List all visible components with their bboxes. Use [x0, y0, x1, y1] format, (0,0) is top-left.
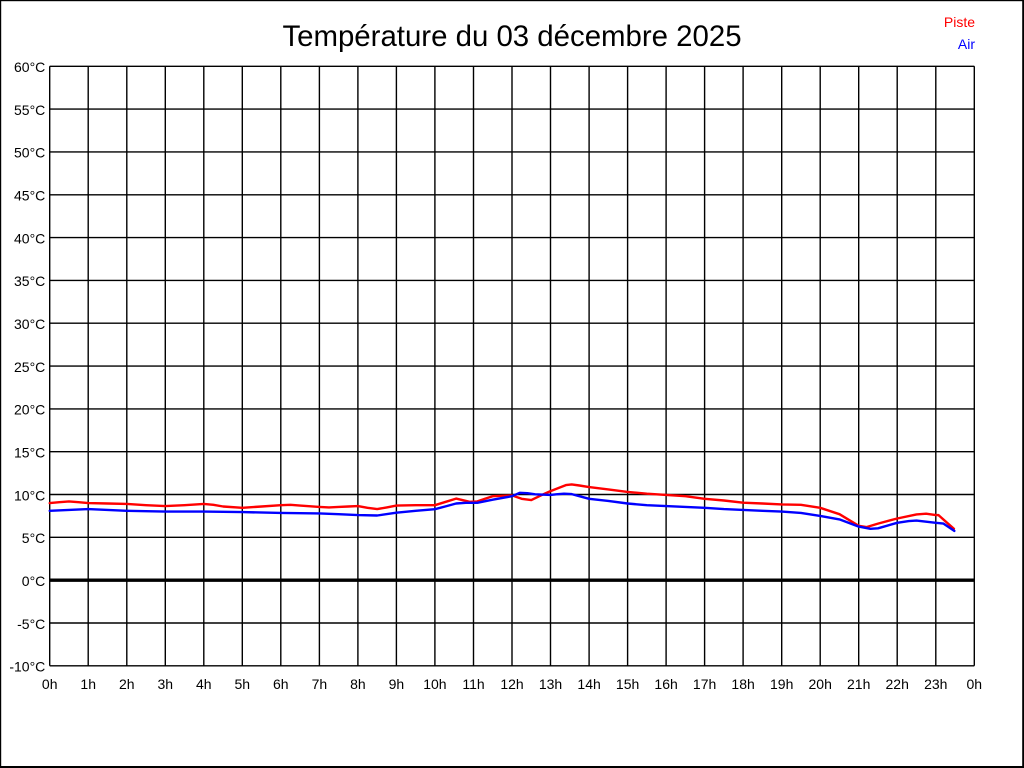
- svg-text:25°C: 25°C: [14, 359, 45, 375]
- svg-text:9h: 9h: [389, 676, 405, 692]
- svg-text:0h: 0h: [42, 676, 58, 692]
- svg-text:50°C: 50°C: [14, 145, 45, 161]
- svg-text:19h: 19h: [770, 676, 793, 692]
- svg-text:3h: 3h: [158, 676, 174, 692]
- svg-text:11h: 11h: [462, 676, 484, 692]
- svg-text:5°C: 5°C: [22, 530, 46, 546]
- svg-text:55°C: 55°C: [14, 102, 45, 118]
- svg-text:2h: 2h: [119, 676, 135, 692]
- svg-text:60°C: 60°C: [14, 59, 45, 75]
- svg-text:13h: 13h: [539, 676, 562, 692]
- svg-text:Température du 03 décembre 202: Température du 03 décembre 2025: [282, 20, 741, 53]
- svg-text:15°C: 15°C: [14, 445, 45, 461]
- svg-text:30°C: 30°C: [14, 316, 45, 332]
- svg-text:-10°C: -10°C: [9, 659, 45, 675]
- svg-text:10°C: 10°C: [14, 487, 45, 503]
- svg-text:10h: 10h: [423, 676, 446, 692]
- svg-text:Piste: Piste: [944, 14, 975, 30]
- svg-text:8h: 8h: [350, 676, 366, 692]
- svg-text:5h: 5h: [235, 676, 251, 692]
- svg-text:18h: 18h: [731, 676, 754, 692]
- svg-text:17h: 17h: [693, 676, 716, 692]
- svg-text:16h: 16h: [654, 676, 677, 692]
- svg-text:23h: 23h: [924, 676, 947, 692]
- svg-text:20°C: 20°C: [14, 402, 45, 418]
- svg-text:0h: 0h: [967, 676, 983, 692]
- svg-text:12h: 12h: [500, 676, 523, 692]
- svg-text:20h: 20h: [809, 676, 832, 692]
- svg-text:6h: 6h: [273, 676, 289, 692]
- svg-text:4h: 4h: [196, 676, 212, 692]
- svg-text:1h: 1h: [80, 676, 96, 692]
- svg-text:Air: Air: [958, 36, 975, 52]
- svg-text:21h: 21h: [847, 676, 870, 692]
- svg-text:-5°C: -5°C: [17, 616, 45, 632]
- svg-text:22h: 22h: [886, 676, 909, 692]
- svg-text:14h: 14h: [577, 676, 600, 692]
- svg-text:40°C: 40°C: [14, 230, 45, 246]
- svg-text:7h: 7h: [312, 676, 328, 692]
- svg-text:0°C: 0°C: [22, 573, 46, 589]
- svg-text:35°C: 35°C: [14, 273, 45, 289]
- svg-text:15h: 15h: [616, 676, 639, 692]
- svg-text:45°C: 45°C: [14, 188, 45, 204]
